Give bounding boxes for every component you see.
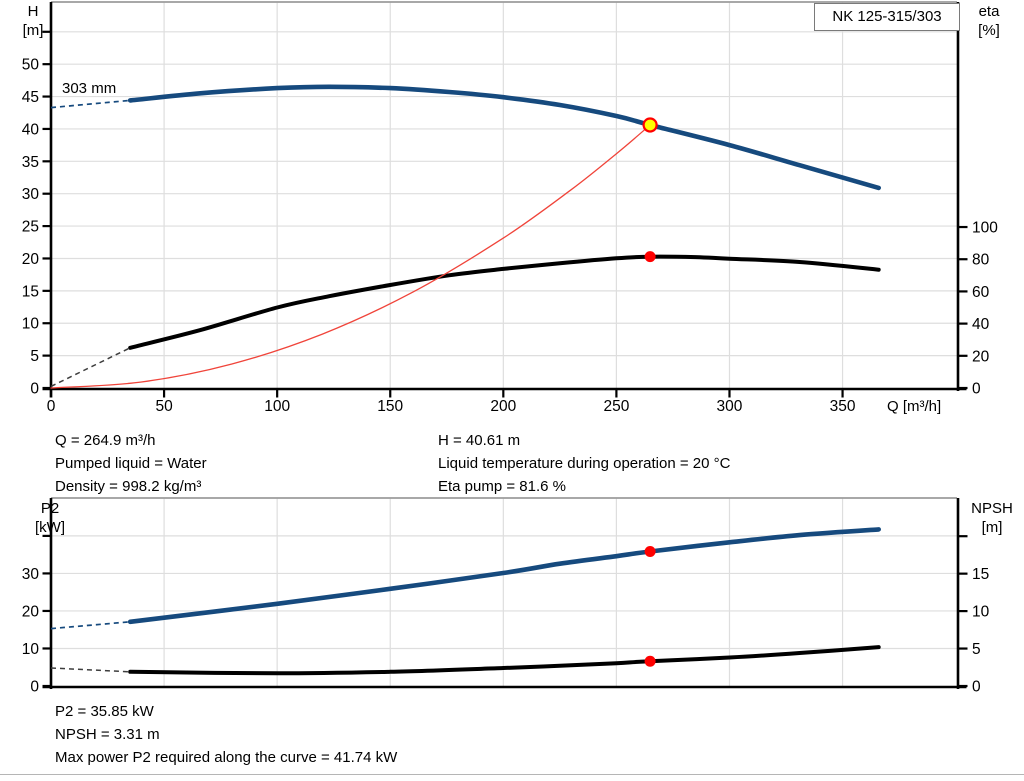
result-max-power: Max power P2 required along the curve = … bbox=[55, 749, 398, 767]
x-tick-label: 50 bbox=[155, 398, 173, 415]
x-tick-label: 150 bbox=[377, 398, 403, 415]
y-left-tick-label: 25 bbox=[22, 219, 39, 236]
y-left-tick-label: 50 bbox=[22, 57, 40, 74]
result-density: Density = 998.2 kg/m³ bbox=[55, 478, 202, 496]
marker-npsh-point bbox=[644, 655, 656, 667]
result-eta-pump: Eta pump = 81.6 % bbox=[438, 478, 566, 496]
y-right-tick-label: 5 bbox=[972, 641, 981, 658]
series-npsh-curve bbox=[128, 645, 881, 676]
x-tick-label: 300 bbox=[717, 398, 743, 415]
h-axis-unit: [m] bbox=[22, 22, 44, 39]
p2-axis-unit: [kW] bbox=[35, 519, 65, 536]
pump-type-badge: NK 125-315/303 bbox=[814, 3, 960, 31]
result-p2: P2 = 35.85 kW bbox=[55, 703, 154, 720]
series-npsh-curve-dashed bbox=[50, 667, 131, 673]
eta-axis-symbol: eta bbox=[978, 3, 1000, 20]
y-left-tick-label: 35 bbox=[22, 154, 39, 171]
npsh-axis-unit: [m] bbox=[981, 519, 1003, 536]
eta-axis-unit: [%] bbox=[978, 22, 1000, 39]
y-left-tick-label: 45 bbox=[22, 89, 39, 106]
h-axis-title: H [m] bbox=[11, 2, 55, 40]
series-p2-curve bbox=[127, 527, 881, 625]
y-right-tick-label: 0 bbox=[972, 679, 981, 696]
y-left-tick-label: 20 bbox=[22, 251, 40, 268]
p2-axis-symbol: P2 bbox=[40, 500, 60, 517]
y-right-tick-label: 10 bbox=[972, 604, 990, 621]
duty-results-right: H = 40.61 m Liquid temperature during op… bbox=[438, 429, 730, 499]
series-p2-curve-dashed bbox=[50, 620, 131, 630]
y-right-tick-label: 20 bbox=[972, 348, 990, 365]
x-tick-label: 250 bbox=[603, 398, 629, 415]
y-left-tick-label: 20 bbox=[22, 603, 40, 620]
result-h: H = 40.61 m bbox=[438, 432, 521, 449]
result-npsh: NPSH = 3.31 m bbox=[55, 726, 160, 744]
h-axis-symbol: H bbox=[27, 3, 39, 20]
q-axis-title: Q [m³/h] bbox=[887, 398, 942, 415]
x-tick-label: 350 bbox=[830, 398, 856, 415]
y-left-tick-label: 15 bbox=[22, 283, 39, 300]
duty-results-left: Q = 264.9 m³/h Pumped liquid = Water Den… bbox=[55, 429, 207, 499]
y-left-tick-label: 10 bbox=[22, 641, 40, 658]
power-results: P2 = 35.85 kW NPSH = 3.31 m Max power P2… bbox=[55, 700, 397, 770]
bottom-divider bbox=[0, 774, 1024, 775]
x-tick-label: 0 bbox=[47, 398, 56, 415]
result-q: Q = 264.9 m³/h bbox=[55, 432, 156, 449]
marker-duty-point[interactable] bbox=[642, 117, 658, 133]
npsh-axis-title: NPSH [m] bbox=[962, 499, 1022, 537]
result-liquid-temperature: Liquid temperature during operation = 20… bbox=[438, 455, 731, 473]
y-right-tick-label: 60 bbox=[972, 284, 990, 301]
series-head-curve bbox=[127, 84, 881, 191]
x-tick-label: 100 bbox=[264, 398, 290, 415]
y-left-tick-label: 5 bbox=[30, 348, 39, 365]
y-left-tick-label: 40 bbox=[22, 121, 40, 138]
series-eta-curve bbox=[128, 254, 881, 350]
y-left-tick-label: 10 bbox=[22, 316, 40, 333]
y-left-tick-label: 30 bbox=[22, 186, 40, 203]
y-right-tick-label: 100 bbox=[972, 220, 998, 237]
y-left-tick-label: 30 bbox=[22, 566, 40, 583]
y-left-tick-label: 0 bbox=[30, 679, 39, 696]
eta-axis-title: eta [%] bbox=[966, 2, 1012, 40]
npsh-axis-symbol: NPSH bbox=[971, 500, 1013, 517]
y-left-tick-label: 0 bbox=[30, 381, 39, 398]
series-system-curve bbox=[50, 124, 651, 389]
y-right-tick-label: 80 bbox=[972, 252, 990, 269]
y-right-tick-label: 15 bbox=[972, 566, 989, 583]
result-pumped-liquid: Pumped liquid = Water bbox=[55, 455, 207, 473]
series-head-curve-dashed bbox=[50, 99, 131, 109]
y-right-tick-label: 0 bbox=[972, 381, 981, 398]
p2-axis-title: P2 [kW] bbox=[26, 499, 74, 537]
series-eta-curve-dashed bbox=[50, 347, 131, 388]
marker-eta-point bbox=[644, 251, 656, 263]
y-right-tick-label: 40 bbox=[972, 316, 990, 333]
x-tick-label: 200 bbox=[490, 398, 516, 415]
impeller-diameter-label: 303 mm bbox=[62, 80, 117, 97]
marker-p2-point bbox=[644, 545, 656, 557]
